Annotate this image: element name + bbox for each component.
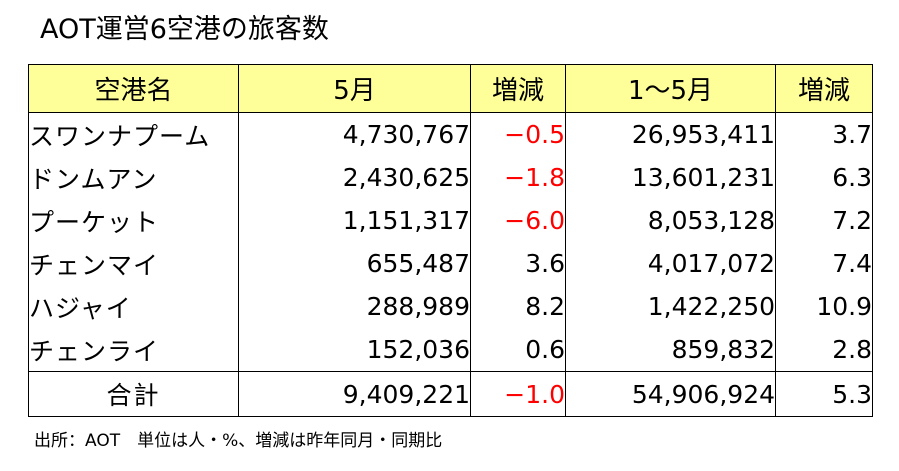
header-ytd: 1～5月 <box>565 64 776 113</box>
header-airport: 空港名 <box>28 64 239 113</box>
may-passengers: 655,487 <box>238 242 471 285</box>
table-row: ドンムアン 2,430,625 −1.8 13,601,231 6.3 <box>28 156 873 199</box>
table-row: スワンナプーム 4,730,767 −0.5 26,953,411 3.7 <box>28 112 873 156</box>
may-change: 0.6 <box>470 328 566 372</box>
may-passengers: 2,430,625 <box>238 156 471 199</box>
airport-name: プーケット <box>28 199 239 242</box>
may-change: 3.6 <box>470 242 566 285</box>
may-passengers: 152,036 <box>238 328 471 372</box>
airport-name: チェンライ <box>28 328 239 372</box>
passenger-table: 空港名 5月 増減 1～5月 増減 スワンナプーム 4,730,767 −0.5… <box>28 64 873 417</box>
ytd-change: 3.7 <box>775 112 873 156</box>
ytd-passengers: 13,601,231 <box>565 156 776 199</box>
airport-name: チェンマイ <box>28 242 239 285</box>
may-passengers: 288,989 <box>238 285 471 328</box>
total-row: 合計 9,409,221 −1.0 54,906,924 5.3 <box>28 371 873 417</box>
airport-name: ハジャイ <box>28 285 239 328</box>
ytd-change: 7.4 <box>775 242 873 285</box>
header-may: 5月 <box>238 64 471 113</box>
source-note: 出所：AOT 単位は人・%、増減は昨年同月・同期比 <box>34 431 443 451</box>
table-row: ハジャイ 288,989 8.2 1,422,250 10.9 <box>28 285 873 328</box>
ytd-passengers: 859,832 <box>565 328 776 372</box>
may-passengers: 4,730,767 <box>238 112 471 156</box>
total-ytd-passengers: 54,906,924 <box>565 371 776 417</box>
header-ytd-change: 増減 <box>775 64 873 113</box>
may-change: −1.8 <box>470 156 566 199</box>
ytd-passengers: 8,053,128 <box>565 199 776 242</box>
table-row: チェンライ 152,036 0.6 859,832 2.8 <box>28 328 873 372</box>
table-row: チェンマイ 655,487 3.6 4,017,072 7.4 <box>28 242 873 285</box>
table-row: プーケット 1,151,317 −6.0 8,053,128 7.2 <box>28 199 873 242</box>
total-may-passengers: 9,409,221 <box>238 371 471 417</box>
ytd-change: 10.9 <box>775 285 873 328</box>
may-change: 8.2 <box>470 285 566 328</box>
ytd-passengers: 4,017,072 <box>565 242 776 285</box>
airport-name: スワンナプーム <box>28 112 239 156</box>
may-passengers: 1,151,317 <box>238 199 471 242</box>
table-header-row: 空港名 5月 増減 1～5月 増減 <box>28 64 873 113</box>
may-change: −6.0 <box>470 199 566 242</box>
ytd-passengers: 1,422,250 <box>565 285 776 328</box>
ytd-passengers: 26,953,411 <box>565 112 776 156</box>
total-ytd-change: 5.3 <box>775 371 873 417</box>
header-may-change: 増減 <box>470 64 566 113</box>
total-may-change: −1.0 <box>470 371 566 417</box>
airport-name: ドンムアン <box>28 156 239 199</box>
ytd-change: 6.3 <box>775 156 873 199</box>
may-change: −0.5 <box>470 112 566 156</box>
ytd-change: 7.2 <box>775 199 873 242</box>
total-label: 合計 <box>28 371 239 417</box>
page-title: AOT運営6空港の旅客数 <box>40 14 329 45</box>
ytd-change: 2.8 <box>775 328 873 372</box>
